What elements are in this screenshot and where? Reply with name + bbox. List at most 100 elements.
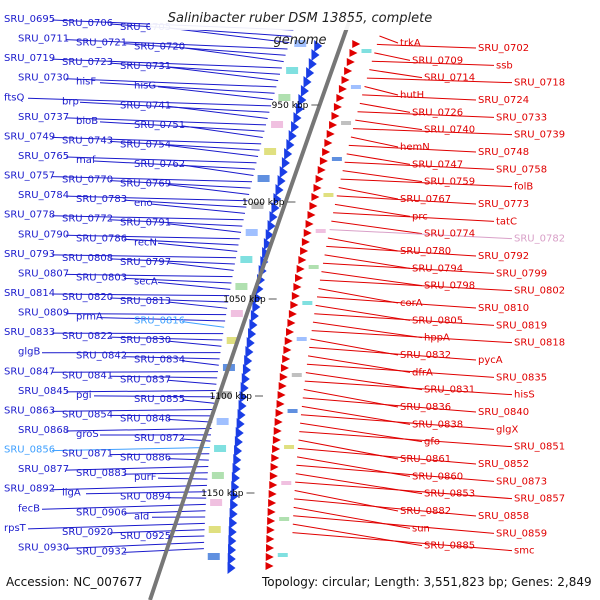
gene-label-left: SRU_0856 (4, 445, 55, 456)
gene-link-left (51, 409, 214, 412)
gene-link-left (157, 86, 273, 101)
gene-link-left (51, 136, 262, 145)
feature-block (291, 373, 302, 377)
gene-arrow-right (267, 517, 276, 525)
gene-label-right: glgX (496, 424, 518, 435)
gene-label-left: SRU_0842 (76, 351, 127, 362)
gene-link-left (99, 121, 265, 132)
gene-link-left (167, 262, 234, 271)
gene-link-left (51, 371, 218, 373)
gene-link-left (167, 301, 228, 309)
gene-label-right: SRU_0718 (514, 78, 565, 89)
gene-arrow-left (281, 157, 290, 169)
gene-link-right (295, 481, 513, 500)
gene-label-left: SRU_0837 (120, 374, 171, 385)
gene-label-left: SRU_0932 (76, 546, 127, 557)
genome-summary: Topology: circular; Length: 3,551,823 bp… (262, 575, 592, 589)
kbp-tick-label: 1000 kbp (242, 198, 285, 208)
feature-block (350, 85, 361, 89)
gene-arrow-left (228, 544, 237, 556)
gene-arrow-right (326, 130, 335, 138)
gene-arrow-right (352, 40, 361, 48)
gene-label-left: SRU_0769 (120, 179, 171, 190)
gene-link-left (123, 238, 239, 246)
feature-block (296, 337, 307, 341)
gene-arrow-right (268, 499, 277, 507)
gene-link-right (336, 195, 477, 205)
gene-link-left (65, 234, 240, 240)
gene-link-right (314, 313, 495, 326)
gene-link-right (333, 212, 495, 222)
gene-link-left (123, 43, 286, 56)
gene-arrow-right (319, 157, 328, 165)
gene-arrow-right (336, 94, 345, 102)
gene-arrow-left (234, 436, 243, 448)
gene-label-left: SRU_0854 (62, 409, 113, 420)
gene-label-left: brp (62, 96, 79, 107)
gene-label-left: rpsT (4, 523, 27, 534)
feature-block (226, 337, 239, 344)
gene-label-right: SRU_0857 (514, 494, 565, 505)
gene-arrow-right (341, 76, 350, 84)
gene-label-left: SRU_0791 (120, 218, 171, 229)
gene-link-left (109, 336, 223, 341)
gene-arrow-right (275, 409, 284, 417)
gene-arrow-right (273, 427, 282, 435)
gene-label-left: SRU_0845 (18, 386, 69, 397)
gene-link-right (350, 136, 399, 148)
gene-link-left (65, 465, 209, 471)
gene-arrow-right (346, 58, 355, 66)
gene-arrow-right (344, 67, 353, 75)
gene-link-left (123, 548, 204, 553)
gene-link-right (346, 153, 411, 165)
gene-arrow-right (338, 85, 347, 93)
gene-label-right: SRU_0853 (424, 489, 475, 500)
gene-arrow-right (349, 49, 358, 57)
gene-arrow-left (238, 400, 247, 412)
gene-link-right (307, 355, 411, 373)
gene-link-left (167, 340, 222, 347)
gene-label-left: SRU_0813 (120, 296, 171, 307)
gene-arrow-right (301, 238, 310, 246)
gene-label-right: SRU_0733 (496, 112, 547, 123)
gene-label-left: SRU_0749 (4, 131, 55, 142)
gene-link-left (65, 427, 212, 432)
gene-arrow-right (272, 436, 281, 444)
gene-label-left: SRU_0765 (18, 151, 69, 162)
gene-label-left: SRU_0841 (62, 370, 113, 381)
gene-link-left (99, 317, 226, 322)
gene-link-right (359, 102, 411, 113)
gene-arrow-left (234, 445, 243, 457)
gene-link-left (99, 82, 275, 94)
gene-label-left: hisG (134, 81, 156, 92)
gene-link-left (157, 242, 238, 252)
gene-label-left: glgB (18, 347, 40, 358)
gene-label-right: SRU_0714 (424, 73, 475, 84)
gene-link-left (65, 195, 248, 202)
gene-link-left (157, 281, 231, 290)
gene-link-left (181, 438, 211, 442)
gene-link-right (292, 532, 513, 552)
gene-link-left (93, 160, 255, 170)
gene-link-left (167, 535, 205, 538)
gene-label-left: ftsQ (4, 92, 24, 103)
gene-link-right (311, 330, 513, 344)
gene-label-left: SRU_0807 (18, 268, 69, 279)
map-title: Salinibacter ruber DSM 13855, complete g… (150, 8, 450, 48)
gene-link-right (299, 431, 513, 448)
feature-block (286, 67, 299, 74)
gene-arrow-right (278, 382, 287, 390)
gene-label-left: SRU_0925 (120, 531, 171, 542)
gene-link-right (362, 94, 477, 101)
gene-arrow-right (269, 472, 278, 480)
feature-block (294, 40, 307, 47)
gene-link-left (65, 313, 227, 316)
gene-link-left (151, 203, 246, 214)
gene-arrow-right (291, 292, 300, 300)
gene-link-right (374, 52, 411, 61)
gene-arrow-left (231, 472, 240, 484)
gene-arrow-right (288, 310, 297, 318)
gene-link-left (109, 375, 218, 379)
gene-label-right: SRU_0810 (478, 303, 529, 314)
feature-block (323, 193, 334, 197)
